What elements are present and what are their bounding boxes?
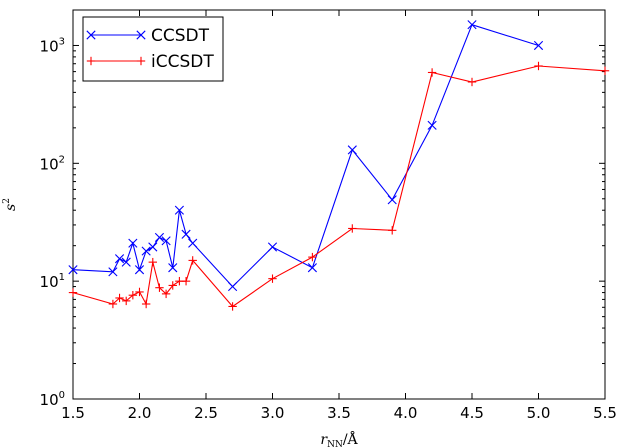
data-point-x-marker — [114, 254, 125, 264]
data-point-plus-marker — [161, 289, 171, 299]
data-point-plus-marker — [128, 291, 138, 300]
x-tick-label: 5.5 — [593, 404, 617, 422]
axis-ticks — [72, 10, 606, 400]
legend-label-iccsdt: iCCSDT — [151, 52, 214, 72]
data-point-x-marker — [141, 246, 151, 256]
x-axis-label: rNN/Å — [320, 430, 358, 448]
data-point-plus-marker — [268, 274, 277, 283]
data-point-plus-marker — [155, 283, 164, 292]
data-point-x-marker — [161, 236, 171, 246]
data-point-x-marker — [267, 242, 278, 252]
data-point-x-marker — [467, 20, 477, 30]
data-point-x-marker — [128, 238, 138, 248]
data-point-plus-marker — [534, 61, 543, 71]
data-point-x-marker — [174, 205, 184, 215]
data-point-plus-marker — [348, 224, 357, 233]
tick-labels: 1.5 2.0 2.5 3.0 3.5 4.0 4.5 5.0 5.5 100 101 102 103 — [40, 36, 617, 422]
data-point-plus-marker — [148, 257, 157, 267]
legend-box — [82, 16, 224, 82]
data-point-x-marker — [154, 232, 165, 243]
x-tick-label: 2.0 — [128, 404, 152, 422]
data-point-plus-marker — [600, 66, 610, 75]
series-line-ccsdt — [72, 24, 539, 288]
legend-marker-x — [86, 30, 146, 40]
data-point-x-marker — [188, 238, 198, 248]
data-point-plus-marker — [308, 252, 317, 262]
data-point-x-marker — [347, 145, 357, 155]
x-tick-label: 3.0 — [261, 404, 285, 422]
legend-label-ccsdt: CCSDT — [151, 26, 210, 46]
data-point-plus-marker — [228, 302, 237, 311]
data-point-plus-marker — [115, 293, 124, 303]
y-tick-label: 103 — [40, 36, 65, 55]
data-point-plus-marker — [68, 288, 78, 297]
y-tick-label: 102 — [40, 154, 65, 173]
data-point-plus-marker — [467, 77, 477, 87]
data-point-plus-marker — [427, 68, 437, 77]
legend-marker-plus — [86, 56, 146, 66]
data-point-x-marker — [307, 263, 317, 273]
series-line-iccsdt — [72, 65, 606, 308]
y-axis-label: s2 — [2, 198, 19, 211]
data-point-plus-marker — [135, 287, 144, 297]
data-point-x-marker — [68, 265, 78, 275]
data-point-plus-marker — [108, 299, 118, 309]
x-tick-label: 4.5 — [460, 404, 484, 422]
data-point-x-marker — [228, 281, 238, 292]
data-point-plus-marker — [141, 299, 151, 309]
data-point-plus-marker — [388, 226, 397, 235]
legend: CCSDT iCCSDT — [82, 16, 224, 82]
data-point-plus-marker — [122, 296, 131, 306]
x-tick-label: 3.5 — [327, 404, 351, 422]
data-point-x-marker — [427, 120, 437, 130]
data-point-plus-marker — [188, 256, 197, 265]
data-point-plus-marker — [181, 276, 191, 286]
data-point-x-marker — [533, 40, 544, 51]
data-point-x-marker — [148, 242, 158, 252]
series-layer — [68, 20, 610, 311]
data-point-x-marker — [108, 267, 118, 277]
data-point-x-marker — [168, 263, 178, 273]
data-point-plus-marker — [168, 281, 177, 290]
x-tick-label: 4.0 — [394, 404, 418, 422]
x-tick-label: 2.5 — [194, 404, 218, 422]
x-tick-label: 5.0 — [527, 404, 551, 422]
data-point-x-marker — [121, 257, 131, 267]
y-tick-label: 101 — [40, 272, 65, 291]
y-tick-label: 100 — [40, 390, 65, 409]
data-point-x-marker — [387, 195, 397, 205]
data-point-x-marker — [134, 265, 145, 275]
x-tick-label: 1.5 — [61, 404, 85, 422]
data-point-x-marker — [181, 229, 191, 239]
